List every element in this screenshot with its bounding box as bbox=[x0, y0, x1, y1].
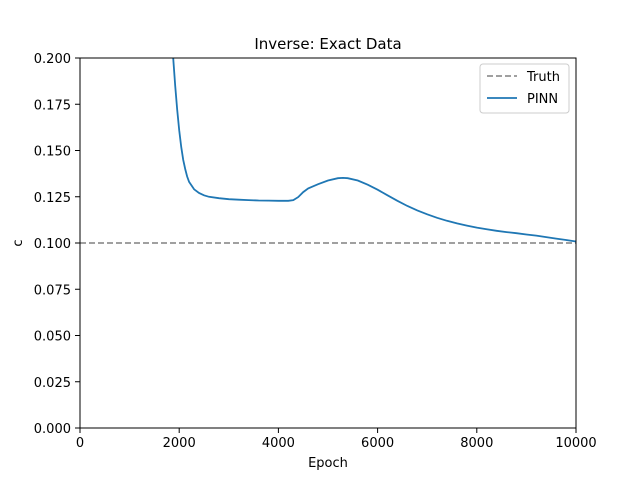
y-tick-label: 0.050 bbox=[34, 330, 71, 345]
x-tick-label: 0 bbox=[76, 436, 84, 451]
x-tick-label: 4000 bbox=[262, 436, 295, 451]
x-axis-label: Epoch bbox=[308, 456, 348, 471]
y-tick-label: 0.175 bbox=[34, 98, 71, 113]
x-tick-label: 10000 bbox=[555, 436, 596, 451]
y-axis: 0.000 0.025 0.050 0.075 0.100 0.125 0.150 0.175… bbox=[34, 52, 80, 437]
y-tick-label: 0.200 bbox=[34, 52, 71, 67]
chart-title: Inverse: Exact Data bbox=[254, 35, 401, 53]
x-tick-label: 6000 bbox=[361, 436, 394, 451]
y-axis-label: c bbox=[11, 239, 26, 246]
legend: Truth PINN bbox=[479, 63, 570, 114]
y-tick-label: 0.025 bbox=[34, 376, 71, 391]
legend-frame bbox=[479, 63, 570, 114]
y-tick-label: 0.100 bbox=[34, 237, 71, 252]
legend-label-pinn: PINN bbox=[527, 92, 558, 107]
y-tick-label: 0.000 bbox=[34, 422, 71, 437]
legend-label-truth: Truth bbox=[526, 70, 560, 85]
y-tick-label: 0.125 bbox=[34, 191, 71, 206]
x-axis: 0 2000 4000 6000 8000 10000 bbox=[76, 428, 597, 451]
x-tick-label: 2000 bbox=[163, 436, 196, 451]
x-tick-label: 8000 bbox=[460, 436, 493, 451]
series-line-pinn bbox=[172, 58, 576, 243]
y-tick-label: 0.075 bbox=[34, 283, 71, 298]
series-layer bbox=[80, 58, 576, 244]
y-tick-label: 0.150 bbox=[34, 145, 71, 160]
